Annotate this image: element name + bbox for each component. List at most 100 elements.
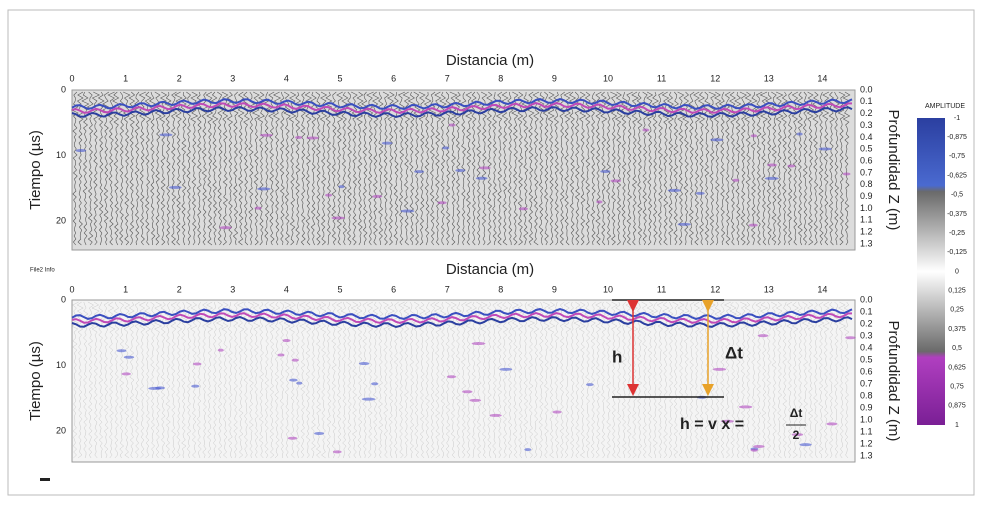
right-tick-label: 1.1 — [860, 426, 873, 436]
trace — [754, 91, 763, 246]
x-tick-label: 8 — [498, 73, 503, 83]
trace — [786, 301, 793, 459]
trace — [170, 301, 177, 459]
trace — [205, 91, 214, 246]
trace — [770, 91, 779, 246]
trace — [237, 91, 245, 246]
trace — [734, 91, 742, 246]
x-tick-label: 9 — [552, 284, 557, 294]
trace — [781, 91, 788, 246]
trace — [372, 301, 379, 459]
trace — [646, 301, 654, 459]
trace — [817, 301, 825, 459]
trace — [490, 91, 499, 246]
x-tick-label: 13 — [764, 73, 774, 83]
trace — [76, 301, 84, 459]
trace — [449, 301, 457, 459]
anomaly — [254, 206, 262, 210]
reflection — [71, 98, 853, 110]
anomaly — [217, 348, 224, 352]
trace — [118, 301, 125, 459]
trace — [677, 301, 685, 459]
trace — [205, 301, 214, 459]
colorbar-label: 0 — [955, 268, 959, 275]
trace — [226, 91, 234, 246]
trace — [656, 301, 664, 459]
colorbar-label: -0,25 — [949, 230, 965, 237]
anomaly — [478, 166, 491, 170]
trace — [775, 301, 783, 459]
anomaly — [524, 448, 532, 452]
trace — [791, 301, 799, 459]
trace — [651, 301, 660, 459]
trace — [827, 91, 836, 246]
right-tick-label: 0.9 — [860, 402, 873, 412]
trace — [267, 91, 276, 246]
x-tick-label: 0 — [69, 73, 74, 83]
right-tick-label: 0.4 — [860, 342, 873, 352]
trace — [796, 91, 804, 246]
trace — [517, 301, 525, 459]
colorbar-label: 1 — [955, 422, 959, 429]
colorbar-label: -0,625 — [947, 172, 967, 179]
reflection — [71, 315, 853, 329]
right-tick-label: 0.1 — [860, 96, 873, 106]
anomaly — [155, 386, 166, 390]
trace — [175, 301, 183, 459]
x-axis-title: Distancia (m) — [446, 261, 534, 278]
trace — [611, 301, 618, 459]
anomaly — [796, 132, 803, 136]
trace — [506, 301, 515, 458]
x-tick-label: 9 — [552, 73, 557, 83]
trace — [288, 91, 297, 246]
trace — [838, 301, 846, 459]
trace — [537, 91, 545, 246]
trace — [770, 301, 779, 459]
trace — [490, 301, 499, 459]
trace — [237, 301, 245, 459]
trace — [661, 91, 670, 246]
trace — [144, 91, 152, 246]
trace — [408, 301, 416, 459]
x-tick-label: 1 — [123, 284, 128, 294]
trace — [242, 301, 250, 459]
x-tick-label: 11 — [657, 73, 666, 83]
anomaly — [191, 384, 200, 388]
colorbar-label: -0,125 — [947, 249, 967, 256]
trace — [486, 301, 494, 459]
annotations: h Δt h = v x = Δt 2 — [612, 299, 806, 442]
x-tick-label: 14 — [817, 73, 827, 83]
trace — [842, 91, 851, 246]
trace — [703, 91, 711, 246]
trace — [604, 301, 613, 458]
trace — [584, 91, 591, 246]
trace — [269, 301, 275, 459]
trace — [351, 91, 359, 246]
trace — [501, 301, 509, 459]
trace — [319, 301, 327, 459]
reflection — [71, 105, 853, 119]
trace — [247, 91, 256, 246]
trace — [474, 91, 483, 246]
trace — [693, 301, 700, 459]
trace — [387, 91, 395, 246]
trace — [134, 91, 141, 246]
dt-label: Δt — [725, 343, 743, 362]
trace — [102, 91, 110, 246]
anomaly — [116, 349, 127, 353]
trace — [262, 301, 271, 459]
trace — [91, 91, 101, 246]
anomaly — [750, 134, 758, 138]
right-tick-label: 0.1 — [860, 306, 873, 316]
anomaly — [799, 443, 812, 447]
reflection — [71, 308, 853, 320]
trace — [107, 301, 116, 459]
trace — [801, 301, 810, 459]
trace — [170, 91, 178, 246]
trace — [744, 91, 753, 246]
trace — [755, 301, 762, 459]
trace — [470, 91, 477, 246]
anomaly — [455, 168, 466, 172]
right-tick-label: 0.6 — [860, 155, 873, 165]
anomaly — [720, 419, 734, 423]
